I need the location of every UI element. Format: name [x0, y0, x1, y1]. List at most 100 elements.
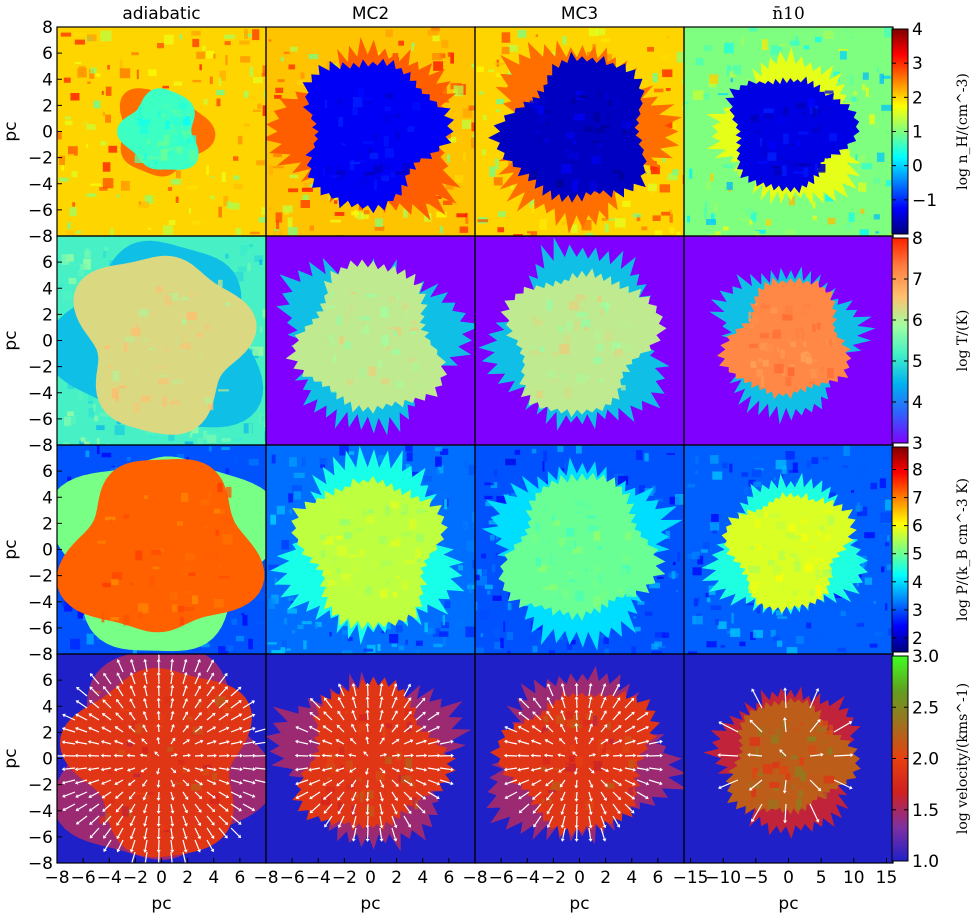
velocity-arrow [612, 740, 620, 745]
velocity-arrow [242, 741, 254, 745]
colorbar-tick-label: 2 [912, 629, 923, 649]
velocity-arrowhead [589, 784, 594, 789]
velocity-arrowhead [87, 740, 92, 745]
velocity-arrow [403, 803, 411, 812]
velocity-arrow [612, 791, 620, 799]
velocity-arrowhead [573, 771, 578, 776]
velocity-arrowhead [364, 771, 369, 776]
y-tick-label: 8 [42, 18, 53, 38]
velocity-arrow [144, 839, 148, 851]
y-tick-label: 0 [42, 123, 53, 143]
velocity-arrow [547, 791, 554, 799]
velocity-arrowhead [100, 753, 104, 758]
velocity-arrowhead [239, 767, 243, 772]
velocity-arrow [624, 791, 633, 799]
velocity-arrowhead [171, 783, 175, 788]
velocity-arrow [600, 699, 606, 709]
velocity-arrowhead [114, 726, 119, 730]
velocity-arrowhead [450, 767, 454, 772]
velocity-arrow [624, 803, 633, 812]
velocity-arrow [91, 675, 100, 685]
velocity-arrowhead [559, 738, 563, 742]
y-tick-label: 4 [42, 697, 53, 717]
velocity-arrow [588, 699, 592, 709]
velocity-arrowhead [75, 700, 80, 704]
velocity-arrow [391, 767, 398, 771]
velocity-arrow [324, 779, 333, 785]
x-tick-label: 5 [816, 868, 827, 888]
velocity-arrowhead [588, 838, 593, 842]
colorbar-tick-label: 3 [912, 434, 923, 454]
velocity-arrow [351, 739, 357, 745]
velocity-arrow [560, 767, 566, 772]
velocity-arrowhead [198, 809, 202, 813]
velocity-arrowhead [395, 783, 399, 787]
x-tick-label: −4 [515, 868, 540, 888]
velocity-arrow [170, 851, 173, 863]
velocity-arrow [784, 779, 787, 791]
velocity-arrowhead [588, 811, 593, 816]
velocity-arrow [391, 740, 398, 745]
velocity-arrow [366, 712, 369, 721]
velocity-arrowhead [156, 684, 161, 688]
velocity-arrowhead [588, 825, 593, 829]
velocity-arrowhead [630, 809, 635, 814]
y-axis-label: pc [1, 748, 21, 768]
velocity-arrowhead [408, 711, 412, 715]
velocity-arrow [131, 687, 136, 697]
velocity-arrowhead [574, 736, 579, 740]
velocity-arrowhead [74, 753, 78, 758]
velocity-arrow [254, 728, 266, 733]
velocity-arrow [64, 779, 76, 784]
velocity-arrow [104, 674, 112, 685]
velocity-arrowhead [365, 798, 370, 802]
velocity-arrowhead [560, 825, 565, 829]
velocity-arrowhead [644, 712, 649, 716]
velocity-arrow [131, 674, 136, 685]
velocity-arrowhead [237, 821, 242, 825]
velocity-arrow [194, 661, 200, 673]
velocity-arrowhead [127, 782, 132, 786]
velocity-arrow [337, 740, 345, 745]
velocity-arrow [182, 839, 187, 850]
velocity-arrowhead [380, 784, 385, 789]
velocity-arrow [520, 713, 530, 721]
velocity-arrowhead [156, 797, 161, 801]
panel-grid [57, 27, 893, 863]
velocity-arrow [752, 690, 763, 709]
velocity-arrow [366, 767, 369, 773]
velocity-arrow [206, 741, 214, 745]
velocity-arrow [588, 725, 592, 733]
velocity-arrow [206, 779, 214, 784]
velocity-arrow [379, 803, 383, 813]
velocity-arrowhead [335, 768, 339, 773]
velocity-arrow [143, 779, 148, 785]
velocity-arrowhead [659, 767, 663, 772]
velocity-arrowhead [103, 835, 107, 839]
velocity-arrow [103, 714, 112, 721]
velocity-arrowhead [504, 725, 508, 730]
velocity-arrow [636, 713, 647, 721]
velocity-arrowhead [421, 809, 426, 814]
velocity-arrowhead [322, 725, 327, 729]
velocity-arrow [391, 699, 397, 709]
velocity-arrowhead [351, 825, 356, 829]
velocity-arrowhead [156, 723, 161, 727]
colorbar-tick-label: 4 [912, 393, 923, 413]
velocity-arrow [170, 839, 173, 850]
velocity-arrow [242, 714, 253, 721]
velocity-arrowhead [213, 753, 217, 758]
velocity-arrowhead [617, 810, 621, 815]
velocity-arrowhead [252, 726, 256, 731]
colorbar-label: log n_H/(cm^-3) [955, 73, 971, 190]
velocity-arrow [520, 699, 530, 709]
velocity-arrowhead [61, 780, 66, 785]
velocity-arrow [182, 661, 187, 673]
velocity-arrow [117, 674, 124, 685]
velocity-arrowhead [170, 823, 175, 827]
velocity-arrow [750, 779, 763, 790]
velocity-arrow [588, 767, 593, 772]
velocity-arrow [170, 661, 173, 673]
velocity-arrow [157, 726, 160, 733]
velocity-arrowhead [546, 796, 550, 801]
